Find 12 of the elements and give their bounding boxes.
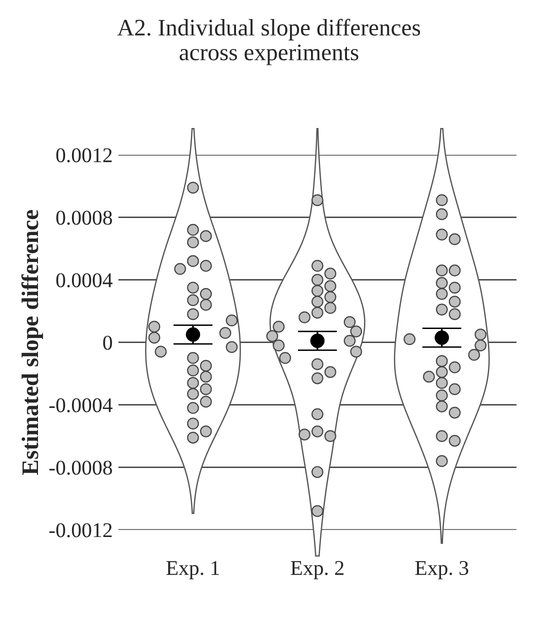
y-tick-label: 0.0008: [56, 210, 112, 225]
y-tick-label: -0.0012: [49, 523, 112, 538]
y-tick-label: -0.0008: [49, 460, 112, 475]
x-tick-label: Exp. 3: [415, 561, 468, 580]
x-tick-label: Exp. 1: [166, 561, 219, 580]
y-tick-label: 0.0004: [56, 273, 112, 288]
x-tick-label: Exp. 2: [290, 561, 344, 580]
y-tick-label: 0.0012: [56, 148, 112, 162]
chart-title: A2. Individual slope differences across experiments: [117, 18, 420, 66]
y-tick-label: 0: [103, 336, 112, 350]
y-axis-title: Estimated slope difference: [21, 210, 44, 475]
y-tick-label: -0.0004: [49, 398, 112, 412]
